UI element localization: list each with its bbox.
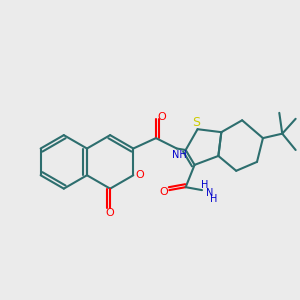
Text: O: O bbox=[106, 208, 115, 218]
Text: H: H bbox=[201, 180, 209, 190]
Text: S: S bbox=[192, 116, 200, 129]
Text: N: N bbox=[206, 188, 213, 198]
Text: H: H bbox=[210, 194, 218, 204]
Text: O: O bbox=[157, 112, 166, 122]
Text: O: O bbox=[136, 170, 144, 180]
Text: NH: NH bbox=[172, 150, 187, 160]
Text: O: O bbox=[160, 187, 168, 196]
